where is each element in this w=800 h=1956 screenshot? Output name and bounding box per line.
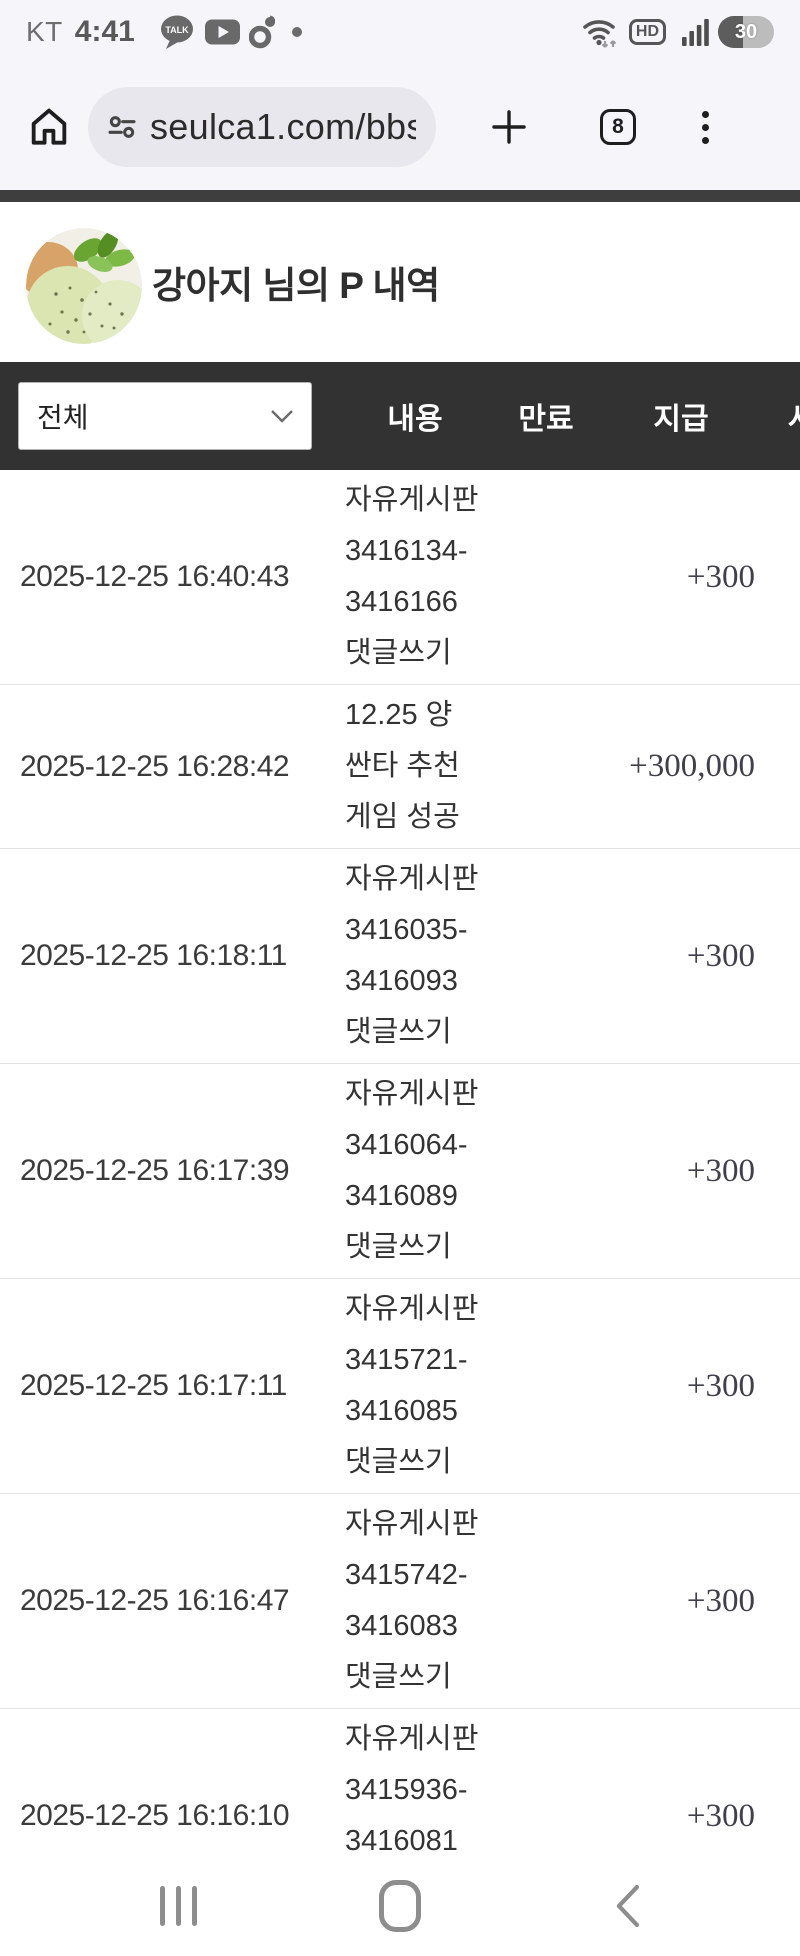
table-row: 2025-12-25 16:17:11 자유게시판 3415721- 34160… xyxy=(0,1279,800,1494)
column-header-paid: 지급 xyxy=(653,403,709,436)
row-content: 자유게시판 3416134- 3416166 댓글쓰기 xyxy=(345,484,479,669)
page-top-strip xyxy=(0,190,800,202)
filter-cell: 전체 xyxy=(0,382,330,450)
row-amount: +300,000 xyxy=(629,748,755,784)
url-text: seulca1.com/bbs xyxy=(150,106,416,147)
svg-text:TALK: TALK xyxy=(165,25,189,35)
table-row: 2025-12-25 16:18:11 자유게시판 3416035- 34160… xyxy=(0,849,800,1064)
avatar xyxy=(26,228,142,344)
status-bar-right: HD 30 xyxy=(573,14,774,50)
carrier-label: KT xyxy=(26,16,63,47)
new-tab-button[interactable] xyxy=(488,106,530,148)
notification-dot-icon xyxy=(291,27,302,37)
back-chevron-icon xyxy=(616,1884,640,1927)
home-button[interactable] xyxy=(364,1855,436,1956)
back-button[interactable] xyxy=(592,1855,664,1956)
row-date: 2025-12-25 16:16:47 xyxy=(20,1584,290,1617)
row-date: 2025-12-25 16:17:11 xyxy=(20,1369,287,1402)
home-icon xyxy=(379,1879,421,1932)
battery-icon: 30 xyxy=(718,16,774,48)
row-amount: +300 xyxy=(686,1152,755,1189)
row-content: 자유게시판 3415721- 3416085 댓글쓰기 xyxy=(345,1293,479,1478)
row-date: 2025-12-25 16:18:11 xyxy=(20,939,287,972)
site-settings-icon[interactable] xyxy=(106,111,138,143)
row-amount: +300 xyxy=(686,1582,755,1619)
row-amount: +300 xyxy=(686,937,755,974)
table-header: 전체 내용 만료 지급 사 xyxy=(0,362,800,470)
row-date: 2025-12-25 16:17:39 xyxy=(20,1154,290,1187)
browser-menu-button[interactable] xyxy=(702,110,709,144)
app-notification-icon xyxy=(248,14,276,50)
wifi-icon xyxy=(581,14,621,50)
row-content: 12.25 양 싼타 추천 게임 성공 xyxy=(345,699,460,833)
status-bar: KT 4:41 TALK HD 30 xyxy=(0,0,800,64)
filter-select[interactable]: 전체 xyxy=(18,382,312,450)
tab-switcher-button[interactable]: 8 xyxy=(600,109,636,145)
status-bar-left: KT 4:41 TALK xyxy=(26,14,302,50)
signal-strength-icon xyxy=(682,16,710,48)
table-row: 2025-12-25 16:40:43 자유게시판 3416134- 34161… xyxy=(0,470,800,685)
android-nav-bar xyxy=(0,1855,800,1956)
profile-header: 강아지 님의 P 내역 xyxy=(0,202,800,362)
row-content: 자유게시판 3415742- 3416083 댓글쓰기 xyxy=(345,1508,479,1693)
column-header-expiry: 만료 xyxy=(518,403,574,436)
row-date: 2025-12-25 16:40:43 xyxy=(20,560,290,593)
column-header-clipped: 사 xyxy=(770,394,800,438)
column-header-content: 내용 xyxy=(387,403,443,436)
status-time: 4:41 xyxy=(74,15,135,48)
hd-voice-icon: HD xyxy=(628,19,666,45)
row-content: 자유게시판 3415936- 3416081 댓글쓰기 xyxy=(345,1723,479,1908)
browser-home-button[interactable] xyxy=(26,104,72,150)
battery-percent: 30 xyxy=(734,20,758,43)
table-row: 2025-12-25 16:28:42 12.25 양 싼타 추천 게임 성공 … xyxy=(0,685,800,849)
url-bar[interactable]: seulca1.com/bbs xyxy=(88,87,436,167)
youtube-icon xyxy=(204,18,241,46)
browser-toolbar: seulca1.com/bbs 8 xyxy=(0,64,800,190)
row-content: 자유게시판 3416064- 3416089 댓글쓰기 xyxy=(345,1078,479,1263)
filter-selected-value: 전체 xyxy=(37,402,89,433)
row-amount: +300 xyxy=(686,1797,755,1834)
table-row: 2025-12-25 16:17:39 자유게시판 3416064- 34160… xyxy=(0,1064,800,1279)
row-amount: +300 xyxy=(686,1367,755,1404)
row-content: 자유게시판 3416035- 3416093 댓글쓰기 xyxy=(345,863,479,1048)
row-date: 2025-12-25 16:28:42 xyxy=(20,749,290,783)
table-row: 2025-12-25 16:16:47 자유게시판 3415742- 34160… xyxy=(0,1494,800,1709)
page-title: 강아지 님의 P 내역 xyxy=(152,265,440,306)
battery-fill xyxy=(718,16,744,48)
recents-icon xyxy=(159,1885,197,1926)
recents-button[interactable] xyxy=(142,1855,214,1956)
chevron-down-icon xyxy=(269,407,295,425)
row-amount: +300 xyxy=(686,558,755,595)
points-history-table: 전체 내용 만료 지급 사 2025-12-25 16:40:43 자유게시판 … xyxy=(0,362,800,1924)
kakaotalk-icon: TALK xyxy=(159,14,196,50)
row-date: 2025-12-25 16:16:10 xyxy=(20,1799,290,1832)
